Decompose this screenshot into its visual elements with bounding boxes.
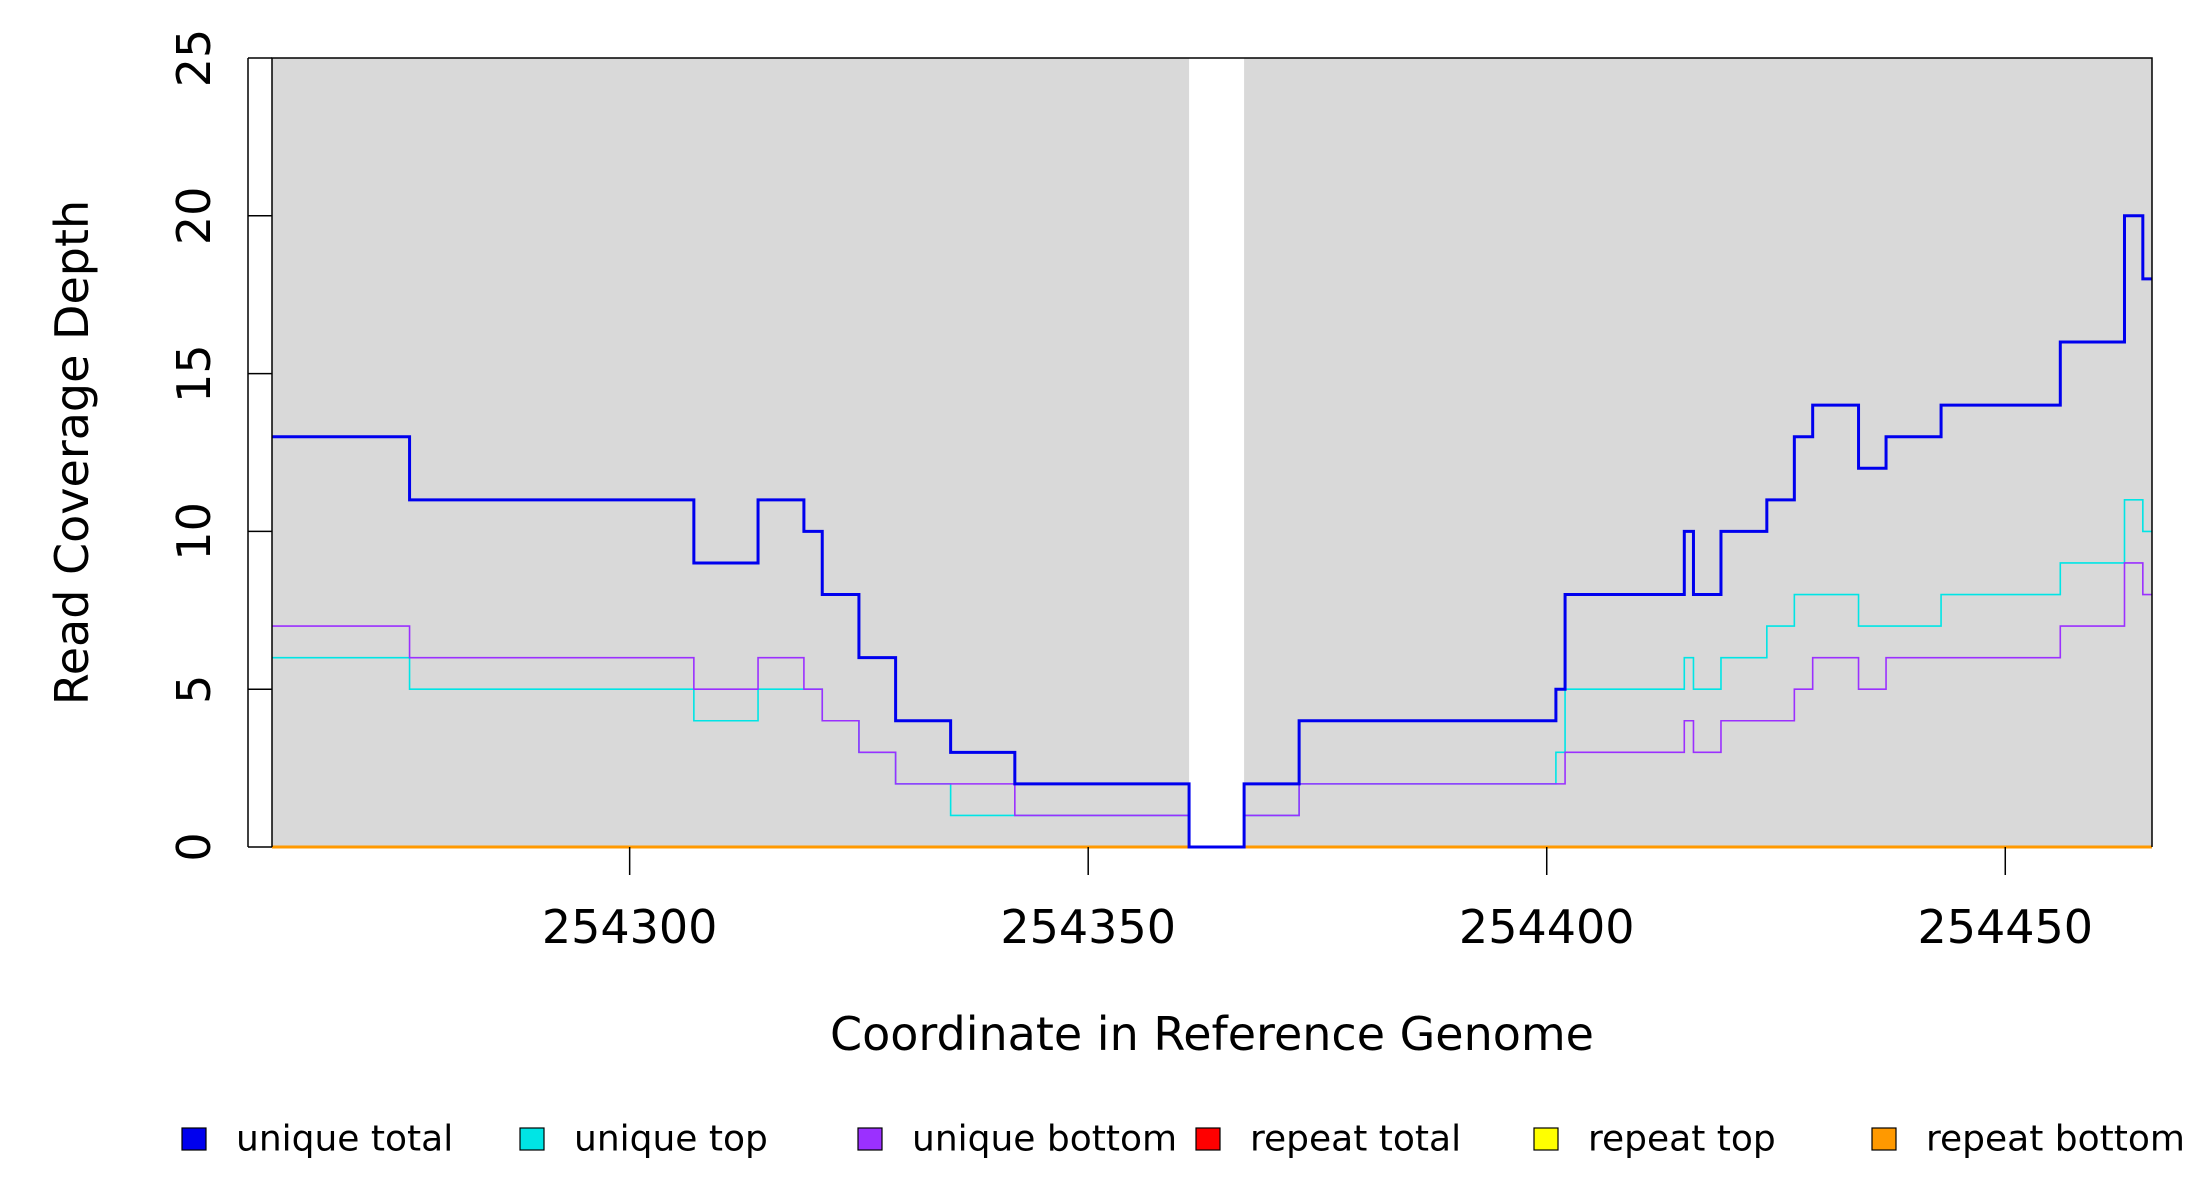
- y-tick-label: 25: [167, 29, 221, 88]
- legend-label-repeat-top: repeat top: [1588, 1119, 1776, 1160]
- series-line-unique-total: [272, 214, 2152, 849]
- axes: 0 5 10 15 20 25 254300 254350 254400 254450: [167, 29, 2153, 954]
- legend-swatch-repeat-total: [1195, 1127, 1221, 1151]
- plot-area: [272, 58, 2152, 849]
- legend: unique total unique top unique bottom repea…: [181, 1119, 2185, 1160]
- y-axis-title: Read Coverage Depth: [45, 200, 99, 705]
- x-tick-label: 254300: [542, 900, 718, 954]
- gap-region: [1189, 58, 1245, 847]
- x-tick-label: 254400: [1459, 900, 1635, 954]
- legend-label-unique-top: unique top: [574, 1119, 768, 1160]
- y-tick-label: 10: [167, 502, 221, 561]
- legend-swatch-unique-top: [519, 1127, 545, 1151]
- legend-swatch-unique-bottom: [857, 1127, 883, 1151]
- y-tick-label: 15: [167, 344, 221, 403]
- x-tick-label: 254350: [1000, 900, 1176, 954]
- legend-swatch-repeat-bottom: [1871, 1127, 1897, 1151]
- y-tick-label: 0: [167, 832, 221, 861]
- plot-border: [271, 57, 2153, 847]
- x-axis-title: Coordinate in Reference Genome: [830, 1007, 1594, 1061]
- series-line-unique-bottom: [272, 562, 2152, 848]
- y-tick-label: 5: [167, 675, 221, 704]
- legend-label-unique-bottom: unique bottom: [912, 1119, 1177, 1160]
- legend-swatch-repeat-top: [1533, 1127, 1559, 1151]
- legend-label-repeat-bottom: repeat bottom: [1926, 1119, 2185, 1160]
- x-tick-label: 254450: [1917, 900, 2093, 954]
- legend-label-unique-total: unique total: [236, 1119, 453, 1160]
- legend-swatch-unique-total: [181, 1127, 207, 1151]
- y-tick-label: 20: [167, 187, 221, 246]
- legend-label-repeat-total: repeat total: [1250, 1119, 1461, 1160]
